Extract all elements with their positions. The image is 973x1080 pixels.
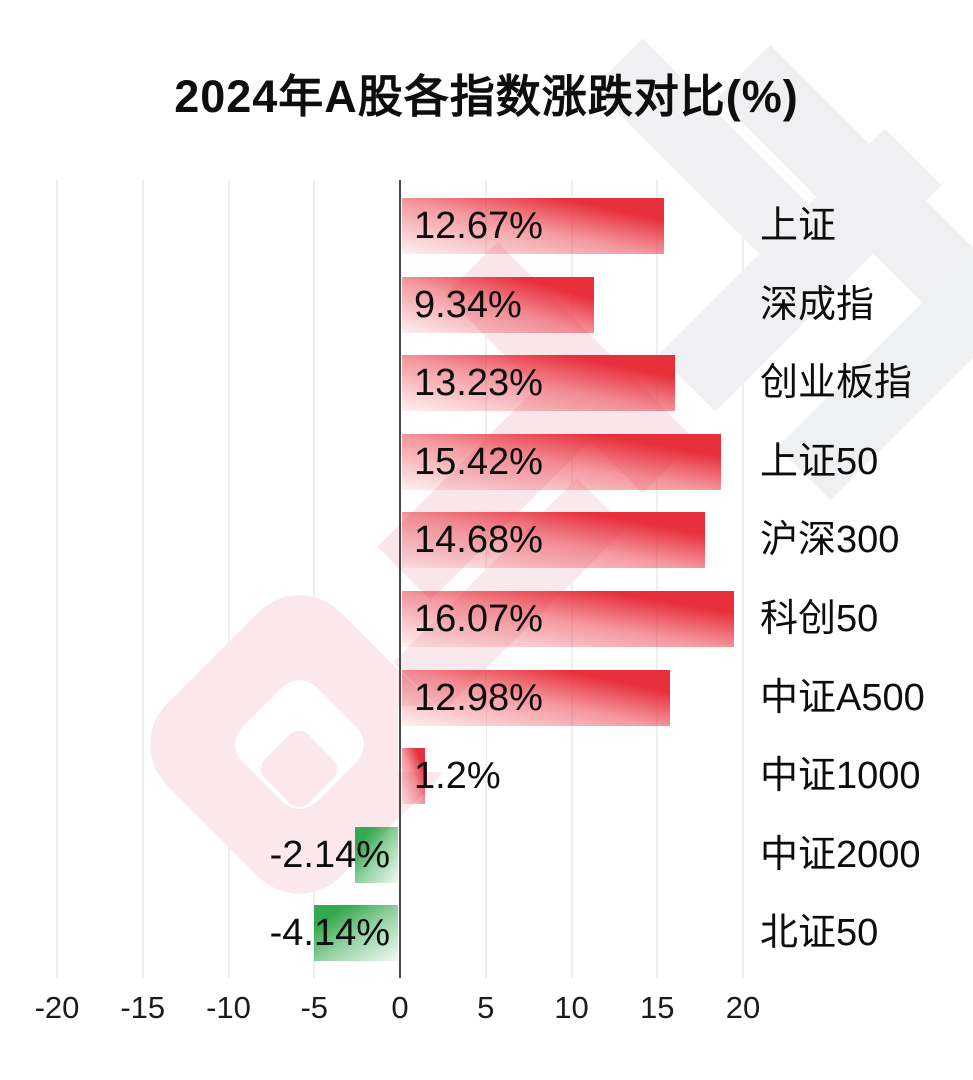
bar-value-label: 12.67% [414,205,543,247]
bar-category-label: 上证 [760,205,837,247]
bar-category-label: 中证1000 [760,755,921,798]
bar-value-label: 9.34% [414,283,522,326]
x-tick-label: 10 [554,990,589,1025]
bar-category-label: 创业板指 [760,362,913,405]
bar [402,748,425,805]
bar-category-label: 中证2000 [760,833,921,876]
x-tick-label: 20 [725,990,761,1025]
gridline [656,180,659,978]
gridline [227,180,230,978]
bar-value-label: 14.68% [414,519,543,562]
bar [313,905,398,962]
gridline [313,180,316,978]
bar-category-label: 科创50 [760,598,879,640]
bar-value-label: -2.14% [269,833,390,876]
x-tick-label: -20 [34,990,80,1025]
bar-value-label: -4.14% [269,912,390,955]
gridline [742,180,744,978]
x-tick-label: -10 [206,990,251,1025]
x-tick-label: 0 [391,990,409,1025]
bar-category-label: 中证A500 [760,676,925,719]
gridline [141,180,144,978]
bar [402,669,670,726]
bar-value-label: 16.07% [414,598,543,640]
x-tick-label: -5 [300,990,329,1025]
bar [355,826,398,883]
bar-value-label: 1.2% [414,755,501,798]
bar-category-label: 深成指 [760,283,875,326]
bar [402,276,595,333]
bar [402,512,706,569]
chart-title: 2024年A股各指数涨跌对比(%) [174,71,799,122]
bar [402,591,735,647]
x-tick-label: 5 [477,990,495,1025]
bar-category-label: 沪深300 [760,519,900,562]
zero-axis-line [399,180,401,978]
bar [402,433,721,490]
gridline [56,180,58,978]
bar-value-label: 15.42% [414,440,543,483]
bar [402,198,664,254]
bar-category-label: 北证50 [760,912,879,955]
x-tick-label: 15 [640,990,675,1025]
x-tick-label: -15 [120,990,166,1025]
bar [402,355,676,412]
bar-category-label: 上证50 [760,440,879,483]
bar-value-label: 12.98% [414,676,543,719]
bar-value-label: 13.23% [414,362,543,405]
